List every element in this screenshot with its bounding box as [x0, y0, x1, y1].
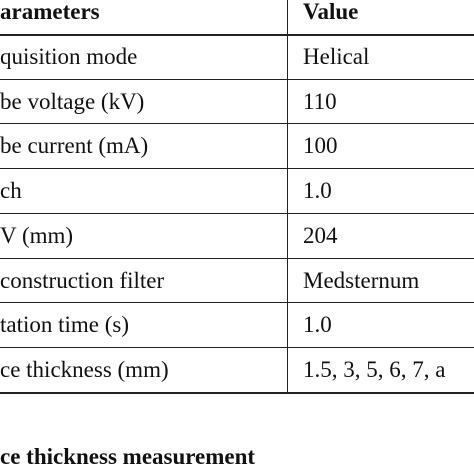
- table-cell: 1.5, 3, 5, 6, 7, a: [303, 356, 446, 382]
- table-cell: tation time (s): [0, 312, 130, 338]
- table-cell: 110: [303, 88, 337, 114]
- table-cell: V (mm): [0, 222, 74, 248]
- caption: ce thickness measurement: [0, 444, 256, 469]
- table-cell: Helical: [303, 44, 370, 69]
- row-rule: [0, 168, 474, 170]
- row-rule: [0, 302, 474, 304]
- header-rule: [0, 34, 474, 36]
- table-cell: 100: [303, 133, 338, 159]
- table-cell: 204: [303, 222, 338, 248]
- table-cell: 1.0: [303, 178, 332, 204]
- row-rule: [0, 212, 474, 214]
- table-cell: Medsternum: [303, 267, 420, 293]
- column-rule: [287, 0, 288, 392]
- table-cell: ch: [0, 178, 22, 204]
- header-cell: Value: [303, 0, 359, 24]
- table-cell: 1.0: [303, 312, 332, 338]
- table-cell: be current (mA): [0, 133, 149, 159]
- table-cell: ce thickness (mm): [0, 356, 169, 382]
- row-rule: [0, 346, 474, 348]
- table-bottom-rule: [0, 391, 474, 394]
- row-rule: [0, 123, 474, 125]
- header-cell: arameters: [0, 0, 100, 24]
- table-cell: quisition mode: [0, 44, 138, 69]
- table-cell: be voltage (kV): [0, 88, 145, 114]
- row-rule: [0, 257, 474, 259]
- table-cell: construction filter: [0, 267, 165, 293]
- row-rule: [0, 78, 474, 80]
